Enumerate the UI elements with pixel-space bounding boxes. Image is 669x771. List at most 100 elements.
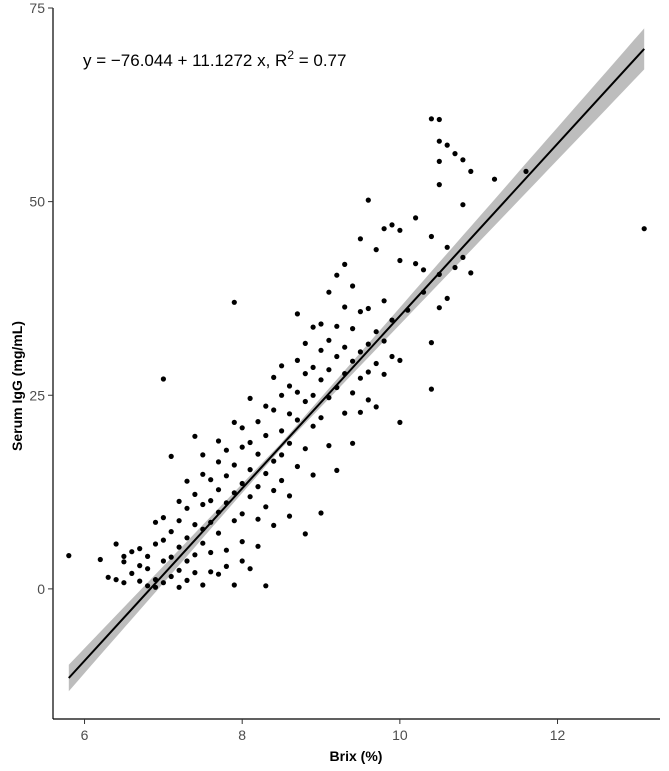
data-point (208, 569, 214, 575)
data-point (286, 411, 293, 417)
data-point (208, 498, 214, 504)
data-point (389, 317, 395, 323)
data-point (310, 472, 316, 478)
data-point (342, 410, 348, 416)
data-point (200, 582, 206, 588)
data-point (342, 304, 348, 310)
data-point (271, 407, 277, 413)
y-tick-label: 25 (29, 387, 45, 403)
data-point (468, 168, 474, 174)
data-point (121, 559, 127, 565)
data-point (302, 340, 308, 346)
data-point (113, 577, 119, 583)
data-point (334, 353, 340, 360)
data-point (326, 289, 332, 295)
data-point (271, 522, 277, 529)
data-point (491, 176, 498, 182)
data-point (436, 138, 442, 144)
data-point (279, 363, 285, 369)
data-point (168, 453, 174, 459)
data-point (168, 529, 174, 535)
data-point (350, 440, 356, 446)
data-point (452, 151, 458, 157)
regression-line (68, 48, 645, 679)
regression-equation: y = −76.044 + 11.1272 x, R2 = 0.77 (83, 48, 346, 70)
data-point (413, 215, 419, 221)
data-point (294, 417, 300, 423)
data-point (350, 326, 356, 332)
data-point (294, 311, 300, 317)
data-point (389, 222, 395, 228)
data-point (310, 423, 316, 429)
data-point (428, 233, 434, 240)
data-point (279, 428, 285, 434)
data-point (373, 360, 379, 367)
x-tick-label: 8 (238, 727, 246, 743)
data-point (350, 358, 356, 364)
data-point (271, 458, 277, 464)
data-point (192, 522, 198, 528)
data-point (310, 392, 316, 398)
data-point (215, 571, 222, 577)
data-point (231, 518, 237, 524)
data-point (397, 357, 403, 363)
data-point (397, 419, 403, 425)
data-point (208, 477, 214, 483)
data-point (373, 329, 379, 335)
data-point (271, 374, 277, 380)
data-point (357, 375, 363, 381)
data-point (286, 440, 293, 446)
data-point (129, 570, 135, 577)
data-point (215, 530, 222, 536)
data-point (231, 299, 237, 305)
data-point (192, 491, 198, 497)
data-point (428, 386, 434, 392)
data-point (334, 467, 340, 473)
data-point (365, 341, 371, 347)
data-point (192, 552, 198, 558)
regression-line-layer (68, 48, 645, 679)
data-point (200, 501, 206, 508)
y-axis-title: Serum IgG (mg/mL) (9, 321, 25, 451)
data-point (176, 584, 182, 590)
data-point (231, 490, 237, 496)
data-point (428, 340, 434, 346)
data-point (318, 377, 324, 383)
data-point (168, 573, 174, 580)
data-point (350, 390, 356, 396)
data-point (436, 182, 442, 188)
data-point (160, 558, 166, 564)
data-point (641, 226, 647, 232)
data-point (239, 444, 245, 450)
data-point (247, 439, 253, 446)
data-point (365, 369, 371, 375)
data-point (200, 452, 206, 458)
data-point (334, 272, 340, 278)
data-point (381, 371, 387, 377)
data-point (318, 321, 324, 327)
data-point (215, 487, 222, 493)
data-point (184, 478, 190, 484)
data-point (365, 305, 371, 312)
data-point (302, 446, 308, 452)
data-point (263, 504, 269, 510)
data-point (263, 432, 269, 439)
data-point (420, 267, 427, 273)
data-point (145, 566, 151, 572)
data-points-layer (66, 116, 647, 590)
data-point (279, 392, 285, 398)
x-tick-label: 6 (81, 727, 89, 743)
data-point (239, 511, 245, 517)
data-point (239, 480, 245, 487)
y-tick-label: 0 (37, 581, 45, 597)
data-point (137, 563, 143, 569)
data-point (255, 543, 261, 549)
y-tick-label: 50 (29, 194, 45, 210)
confidence-band (68, 28, 645, 692)
data-point (365, 397, 371, 403)
data-point (247, 566, 253, 572)
data-point (160, 580, 166, 586)
data-point (231, 462, 237, 468)
data-point (318, 415, 324, 421)
